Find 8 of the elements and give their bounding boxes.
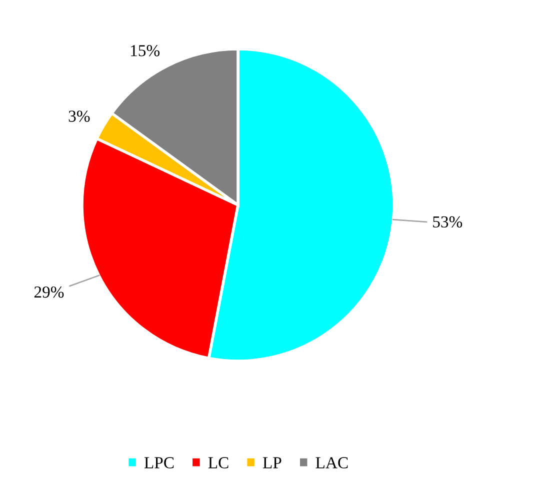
data-label: 29% [34, 286, 64, 298]
legend-label: LAC [316, 457, 348, 468]
legend-label: LC [208, 457, 228, 468]
legend-label: LP [262, 457, 282, 468]
legend-label: LPC [144, 457, 174, 468]
data-label: 53% [433, 216, 462, 228]
data-label: 3% [68, 110, 90, 122]
data-label: 15% [131, 45, 160, 56]
